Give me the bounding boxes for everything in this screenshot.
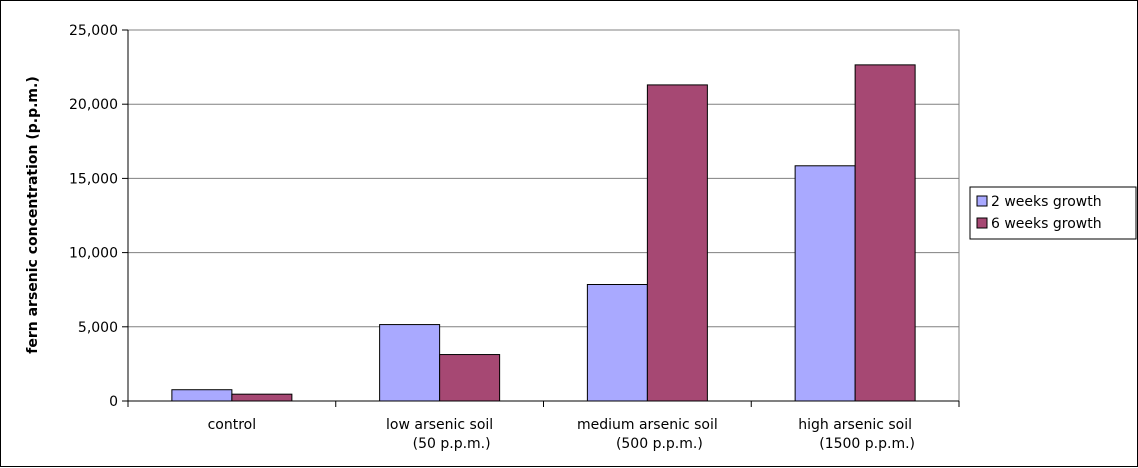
x-tick-label: (1500 p.p.m.) xyxy=(819,436,915,452)
bar-two-weeks xyxy=(379,324,441,402)
bar-two-weeks xyxy=(171,389,233,402)
legend-box xyxy=(969,186,1137,240)
legend-label: 6 weeks growth xyxy=(991,216,1102,232)
y-tick-labels: 0 5,000 10,000 15,000 20,000 25,000 xyxy=(69,23,118,410)
x-tick-label: control xyxy=(208,417,257,433)
legend: 2 weeks growth 6 weeks growth xyxy=(969,186,1137,240)
bar-two-weeks xyxy=(794,165,856,402)
x-tick-labels: control low arsenic soil (50 p.p.m.) medium… xyxy=(208,417,915,452)
x-tick-label: (50 p.p.m.) xyxy=(413,436,491,452)
legend-swatch xyxy=(976,195,988,207)
x-tick-label: low arsenic soil xyxy=(386,417,493,433)
x-tick-label: high arsenic soil xyxy=(798,417,912,433)
y-tick-label: 0 xyxy=(109,394,118,410)
bars xyxy=(171,64,916,402)
y-axis-title: fern arsenic concentration (p.p.m.) xyxy=(25,76,41,353)
bar-six-weeks xyxy=(439,354,501,402)
y-tick-label: 10,000 xyxy=(69,246,118,262)
y-tick-label: 25,000 xyxy=(69,23,118,39)
bar-two-weeks xyxy=(586,284,648,402)
y-tick-label: 15,000 xyxy=(69,171,118,187)
legend-label: 2 weeks growth xyxy=(991,194,1102,210)
legend-swatch xyxy=(976,217,988,229)
bar-six-weeks xyxy=(854,64,916,402)
axes xyxy=(122,29,960,407)
y-tick-label: 5,000 xyxy=(78,320,118,336)
bar-six-weeks xyxy=(231,393,293,402)
x-tick-label: (500 p.p.m.) xyxy=(616,436,703,452)
x-tick-label: medium arsenic soil xyxy=(577,417,718,433)
y-tick-label: 20,000 xyxy=(69,97,118,113)
bar-six-weeks xyxy=(646,84,708,402)
